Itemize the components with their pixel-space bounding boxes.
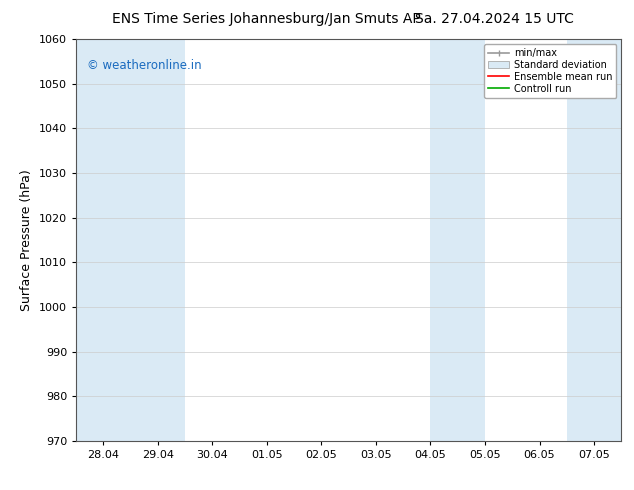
Text: Sa. 27.04.2024 15 UTC: Sa. 27.04.2024 15 UTC bbox=[415, 12, 574, 26]
Bar bbox=[567, 39, 621, 441]
Text: © weatheronline.in: © weatheronline.in bbox=[87, 59, 202, 73]
Legend: min/max, Standard deviation, Ensemble mean run, Controll run: min/max, Standard deviation, Ensemble me… bbox=[484, 44, 616, 98]
Bar bbox=[76, 39, 131, 441]
Bar bbox=[430, 39, 458, 441]
Bar bbox=[131, 39, 185, 441]
Bar bbox=[458, 39, 485, 441]
Y-axis label: Surface Pressure (hPa): Surface Pressure (hPa) bbox=[20, 169, 34, 311]
Text: ENS Time Series Johannesburg/Jan Smuts AP: ENS Time Series Johannesburg/Jan Smuts A… bbox=[112, 12, 420, 26]
